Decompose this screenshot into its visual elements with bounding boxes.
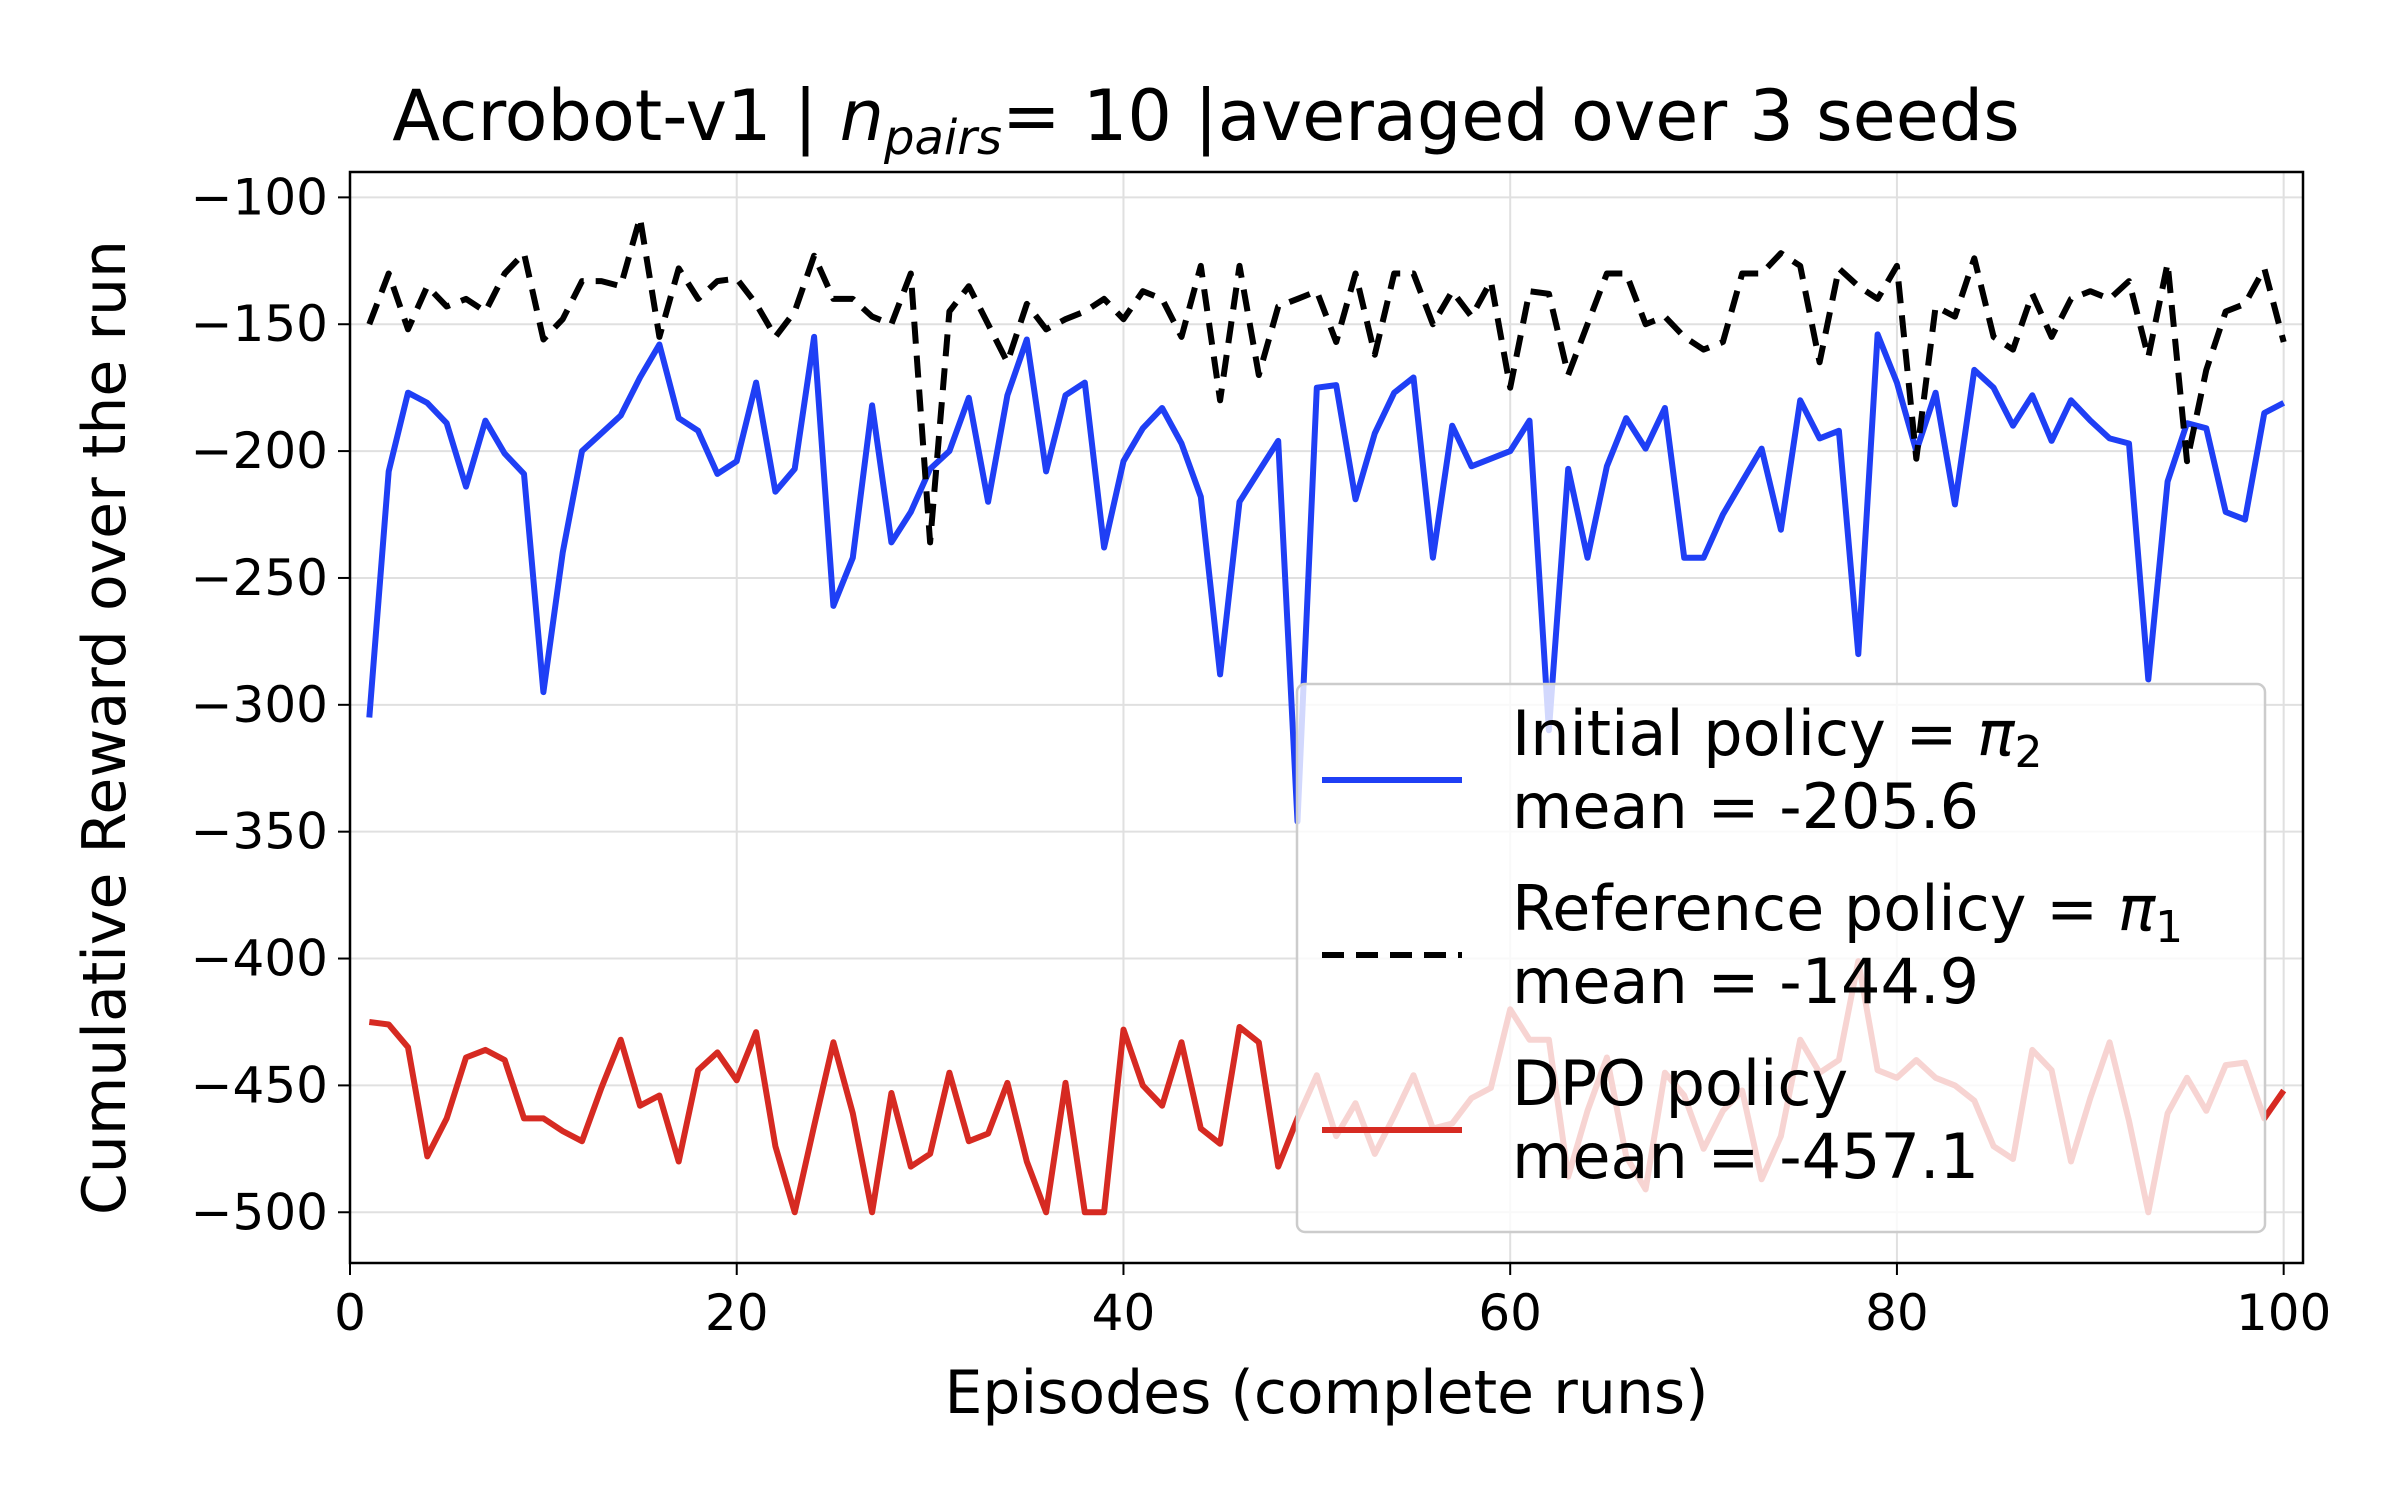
legend-label-dpo: DPO policy	[1512, 1047, 1848, 1120]
legend-mean-reference: mean = -144.9	[1512, 945, 1979, 1018]
chart-title-prefix: Acrobot-v1 |	[392, 75, 839, 157]
y-tick-label: −200	[191, 422, 328, 480]
y-tick-label: −500	[191, 1183, 328, 1241]
legend: Initial policy = π2 mean = -205.6Referen…	[1295, 682, 2267, 1234]
legend-label-reference: Reference policy = π1	[1512, 872, 2183, 953]
legend-mean-dpo: mean = -457.1	[1512, 1120, 1979, 1193]
x-axis-label: Episodes (complete runs)	[944, 1358, 1708, 1428]
y-tick-label: −400	[191, 930, 328, 988]
x-tick-label: 80	[1865, 1284, 1929, 1342]
y-axis-label: Cumulative Reward over the run	[70, 240, 140, 1215]
legend-label-subscript: 1	[2155, 902, 2183, 953]
legend-label-initial: Initial policy = π2	[1512, 697, 2042, 778]
chart-title-subscript: pairs	[883, 110, 1002, 166]
x-tick-label: 0	[334, 1284, 366, 1342]
series-line-initial	[366, 331, 2286, 825]
y-tick-label: −250	[191, 549, 328, 607]
legend-label-text: Reference policy =	[1512, 872, 2118, 945]
plot-frame	[348, 170, 2305, 1265]
x-tick-label: 20	[705, 1284, 769, 1342]
chart-title: Acrobot-v1 | npairs= 10 |averaged over 3…	[392, 75, 2019, 166]
legend-label-symbol: π	[1977, 697, 2016, 770]
legend-label-text: DPO policy	[1512, 1047, 1848, 1120]
legend-mean-initial: mean = -205.6	[1512, 770, 1979, 843]
chart-title-variable: n	[840, 75, 884, 157]
axis-ticks: 0 20 40 60 80 100 −100 −150 −200 −250 −300 −350 −400…	[191, 168, 2332, 1342]
legend-label-text: Initial policy =	[1512, 697, 1977, 770]
series-line-reference	[366, 214, 2287, 546]
legend-label-subscript: 2	[2014, 727, 2042, 778]
x-tick-label: 60	[1478, 1284, 1542, 1342]
legend-box	[1295, 682, 2267, 1234]
y-tick-label: −300	[191, 676, 328, 734]
y-tick-label: −150	[191, 295, 328, 353]
legend-label-symbol: π	[2118, 872, 2157, 945]
x-tick-label: 40	[1092, 1284, 1156, 1342]
chart-title-suffix: = 10 |averaged over 3 seeds	[1002, 75, 2020, 157]
y-tick-label: −450	[191, 1056, 328, 1114]
x-tick-label: 100	[2236, 1284, 2331, 1342]
y-tick-label: −350	[191, 803, 328, 861]
y-tick-label: −100	[191, 168, 328, 226]
